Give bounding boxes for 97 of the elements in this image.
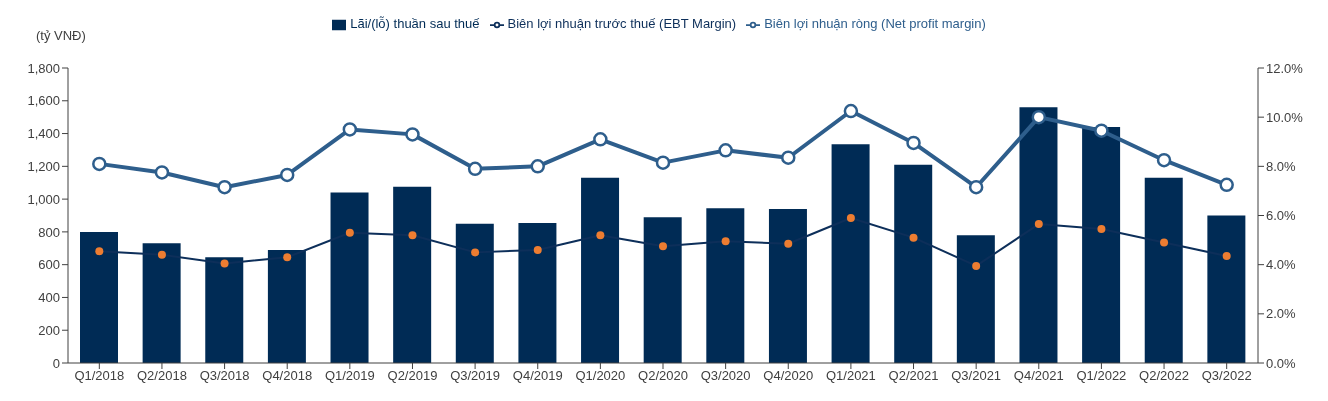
y-tick-label: 0 [52,355,60,371]
y-tick-label: 800 [38,224,60,240]
bar [330,192,369,363]
bar [205,257,244,363]
point [1031,109,1047,125]
y-tick-label: 1,000 [27,191,60,207]
x-tick-label: Q2/2022 [1139,368,1189,384]
bar [142,243,181,363]
point [283,253,292,262]
bar [643,217,682,363]
bar [1144,177,1183,363]
legend-label: Biên lợi nhuận ròng (Net profit margin) [764,16,986,31]
x-tick-label: Q3/2020 [700,368,751,384]
point [342,122,358,137]
bar [706,208,745,363]
x-tick-label: Q1/2022 [1076,368,1127,384]
bar [80,231,118,363]
point [92,156,107,172]
y-axis-title: (tỷ VNĐ) [36,28,86,43]
y-tick-label: 1,600 [27,93,60,109]
point [157,250,166,259]
point [1094,123,1109,138]
point [279,167,295,183]
point [533,245,542,254]
point [593,132,608,147]
point [968,179,984,195]
x-tick-label: Q4/2020 [763,368,814,384]
point [1097,225,1106,234]
point [408,231,417,240]
x-tick-label: Q2/2019 [387,368,438,384]
y-tick-label: 200 [38,322,60,338]
point [906,135,921,151]
point [596,231,605,240]
x-tick-label: Q1/2021 [825,368,876,384]
point [909,233,918,242]
bar [956,235,995,363]
y2-tick-label: 12.0% [1266,60,1304,76]
x-tick-label: Q1/2019 [324,368,375,384]
y2-tick-label: 0.0% [1266,355,1297,371]
bar [393,186,432,363]
y2-tick-label: 6.0% [1266,208,1297,224]
bar [894,164,933,363]
point [1219,177,1234,193]
bar [1082,127,1121,363]
y-tick-label: 1,400 [27,126,60,142]
bar [518,222,557,363]
point [1160,238,1169,247]
bar [768,208,807,363]
point [405,127,420,142]
point [471,248,480,257]
x-tick-label: Q3/2018 [199,368,250,384]
x-tick-label: Q4/2018 [262,368,313,384]
y-tick-label: 1,800 [27,60,60,76]
bar [1019,107,1058,363]
point [655,155,671,170]
x-tick-label: Q2/2021 [888,368,939,384]
point [154,165,170,180]
point [530,159,545,174]
point [846,213,855,222]
point [95,247,104,256]
y2-tick-label: 4.0% [1266,257,1297,273]
bar [581,177,620,363]
point [220,259,229,268]
point [972,261,981,270]
point [781,150,796,165]
y-tick-label: 1,200 [27,158,60,174]
point [1156,152,1172,168]
point [784,239,793,248]
x-tick-label: Q1/2018 [74,368,125,384]
x-tick-label: Q1/2020 [575,368,626,384]
point [1034,220,1043,229]
bar [455,223,494,363]
x-tick-label: Q3/2022 [1201,368,1252,384]
point [467,161,483,177]
bar [831,144,870,363]
point [843,103,859,119]
x-tick-label: Q2/2020 [638,368,688,384]
point [1222,252,1231,261]
point [345,228,354,237]
point [217,179,232,195]
point [718,143,733,158]
bar [267,249,306,363]
legend-label: Biên lợi nhuận trước thuế (EBT Margin) [507,16,737,31]
point [659,242,667,251]
y2-tick-label: 2.0% [1266,306,1297,322]
x-tick-label: Q4/2019 [512,368,563,384]
bar [1207,215,1246,363]
y-tick-label: 600 [38,257,60,273]
y2-tick-label: 8.0% [1266,158,1297,174]
x-tick-label: Q4/2021 [1013,368,1064,384]
y-tick-label: 400 [38,290,60,306]
x-tick-label: Q3/2021 [951,368,1002,384]
point [721,237,730,246]
legend-label: Lãi/(lỗ) thuần sau thuế [350,16,480,31]
x-tick-label: Q2/2018 [137,368,187,384]
y2-tick-label: 10.0% [1266,109,1304,125]
x-tick-label: Q3/2019 [450,368,501,384]
